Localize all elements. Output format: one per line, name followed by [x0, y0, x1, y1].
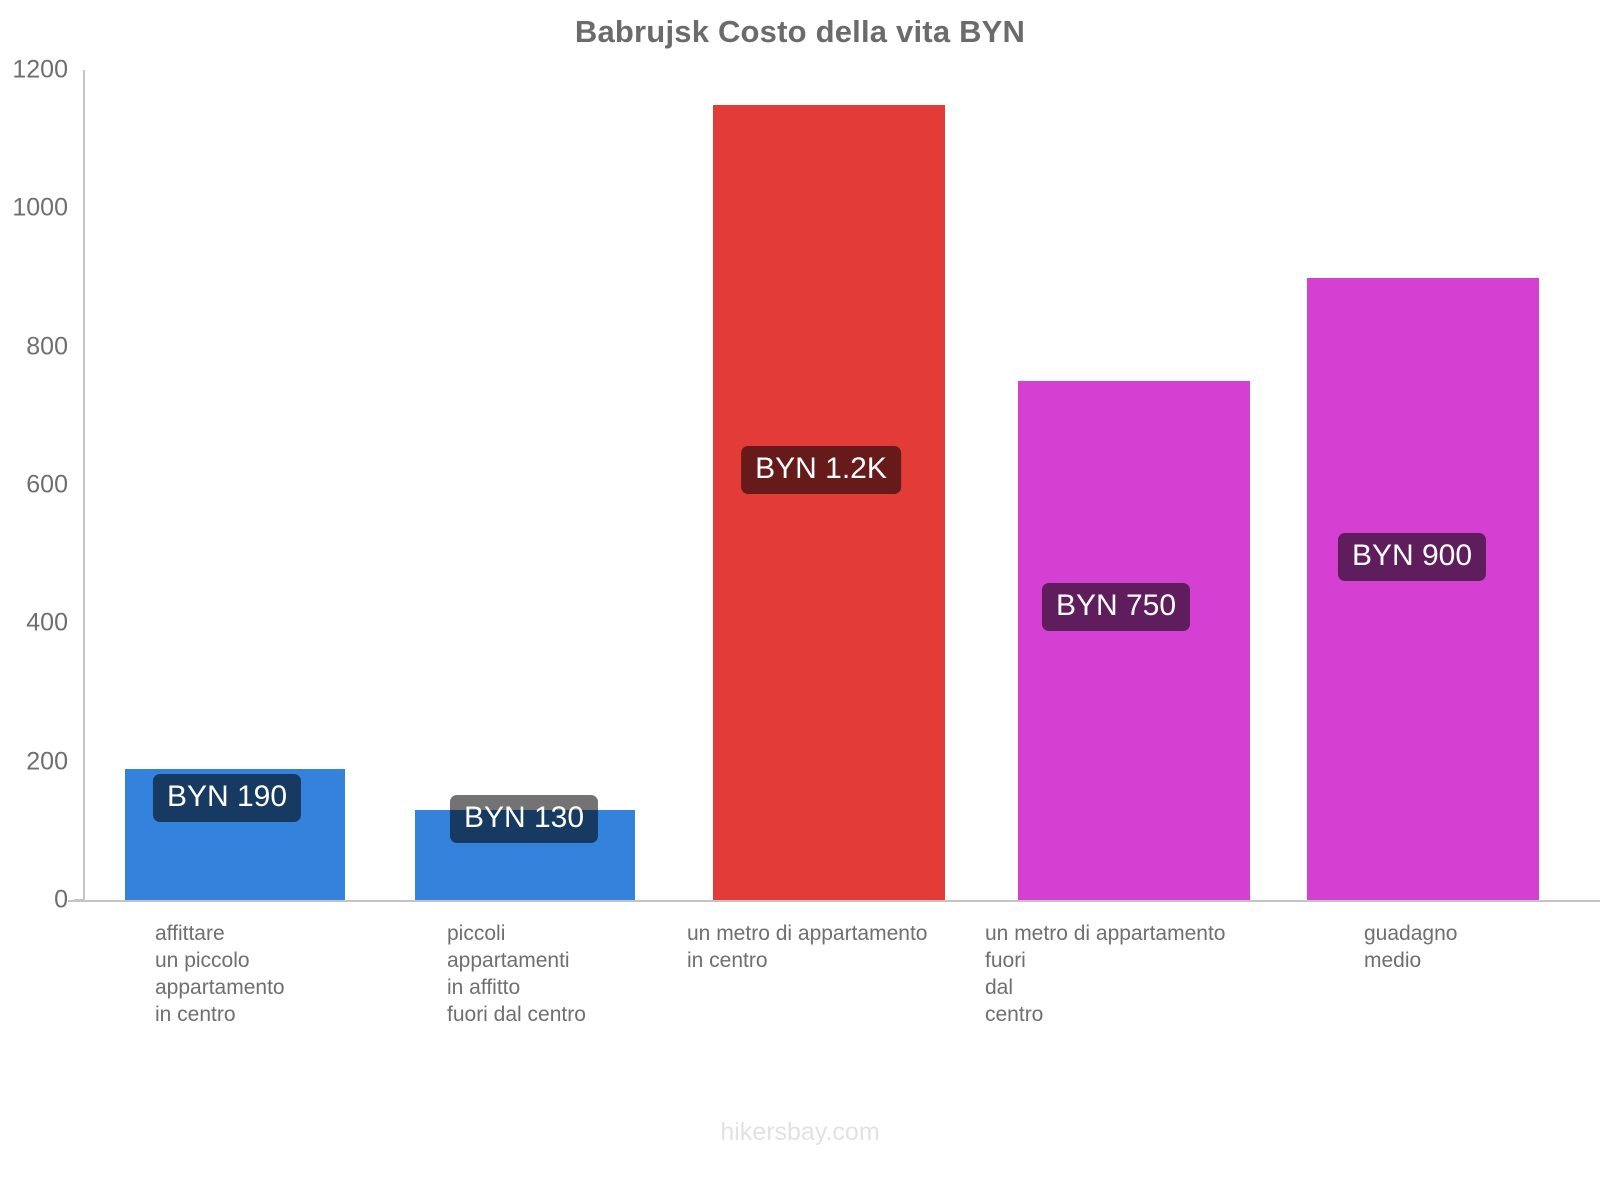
y-axis-tick-label: 600	[26, 470, 68, 499]
bar-value-label-3: BYN 750	[1041, 583, 1191, 631]
y-axis-tick-label: 400	[26, 608, 68, 637]
bar-value-label-2: BYN 1.2K	[741, 446, 901, 494]
x-axis-category-label-1: piccoli appartamenti in affitto fuori da…	[447, 922, 586, 1026]
y-axis-tick-label: 0	[54, 885, 68, 914]
y-axis-tick-label: 1000	[12, 193, 68, 222]
bar-4[interactable]	[1307, 277, 1539, 900]
y-axis-tick-labels: 0 200 400 600 800 1000 1200	[0, 0, 68, 1200]
x-axis-line	[68, 900, 1600, 902]
x-axis-category-label-3: un metro di appartamento fuori dal centr…	[985, 922, 1226, 1026]
x-axis-category-label-2: un metro di appartamento in centro	[687, 922, 928, 972]
plot-area	[84, 70, 1584, 900]
bar-value-label-0: BYN 190	[152, 774, 302, 822]
x-axis-category-label-4: guadagno medio	[1364, 922, 1458, 972]
chart-title: Babrujsk Costo della vita BYN	[574, 14, 1026, 49]
bar-value-label-1: BYN 130	[449, 795, 599, 843]
bar-value-label-4: BYN 900	[1337, 533, 1487, 581]
footer-watermark: hikersbay.com	[720, 1118, 880, 1146]
y-axis-line	[83, 70, 85, 901]
y-axis-tick-label: 800	[26, 332, 68, 361]
bar-2[interactable]	[713, 104, 945, 900]
x-axis-category-label-0: affittare un piccolo appartamento in cen…	[155, 922, 285, 1026]
y-axis-tick-label: 1200	[12, 55, 68, 84]
y-axis-tick-label: 200	[26, 747, 68, 776]
bar-3[interactable]	[1018, 381, 1250, 900]
